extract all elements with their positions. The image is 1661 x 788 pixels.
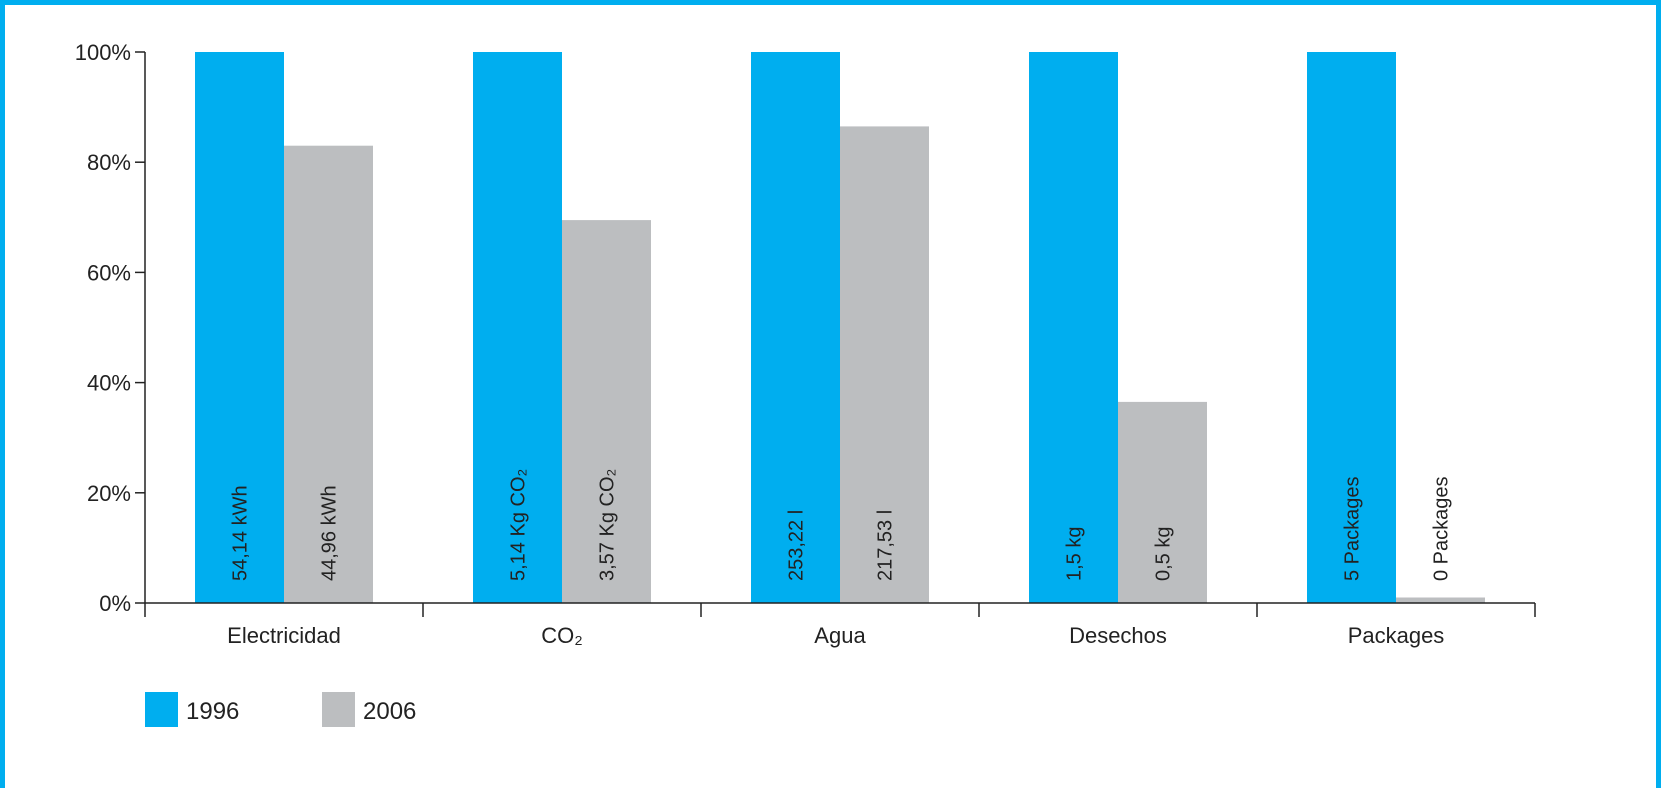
legend: 1996 2006 <box>145 692 416 727</box>
bar-label-2006-3: 0,5 kg <box>1153 527 1175 581</box>
y-tick-label-1: 20% <box>87 481 131 506</box>
bar-label-1996-4: 5 Packages <box>1342 476 1364 581</box>
bar-label-2006-1: 3,57 Kg CO₂ <box>597 469 619 581</box>
bar-label-1996-2: 253,22 l <box>786 510 808 581</box>
x-category-label-1: CO₂ <box>541 623 583 648</box>
x-category-label-3: Desechos <box>1069 623 1167 648</box>
bar-2006-2 <box>840 126 929 604</box>
bar-label-1996-0: 54,14 kWh <box>230 485 252 581</box>
bar-1996-4 <box>1307 52 1396 603</box>
bar-label-2006-2: 217,53 l <box>875 510 897 581</box>
bar-2006-1 <box>562 220 651 603</box>
bar-2006-3 <box>1118 401 1207 603</box>
bar-label-1996-3: 1,5 kg <box>1064 527 1086 581</box>
y-tick-label-3: 60% <box>87 260 131 285</box>
legend-swatch-1996 <box>145 692 178 727</box>
bar-label-2006-0: 44,96 kWh <box>319 485 341 581</box>
bar-1996-1 <box>473 52 562 603</box>
y-tick-label-5: 100% <box>75 40 131 65</box>
bar-2006-4 <box>1396 597 1485 603</box>
x-category-label-2: Agua <box>814 623 866 648</box>
bar-1996-2 <box>751 52 840 603</box>
legend-label-1996: 1996 <box>186 698 239 725</box>
y-tick-label-0: 0% <box>99 591 131 616</box>
x-category-label-0: Electricidad <box>227 623 341 648</box>
axes-group: 0% 20% 40% 60% 80% 100% Electricidad CO₂ Agua Des… <box>75 40 1536 648</box>
y-tick-label-4: 80% <box>87 150 131 175</box>
bar-1996-0 <box>195 52 284 603</box>
legend-label-2006: 2006 <box>363 698 416 725</box>
bar-label-2006-4: 0 Packages <box>1431 476 1453 581</box>
legend-swatch-2006 <box>322 692 355 727</box>
x-category-label-4: Packages <box>1348 623 1445 648</box>
bar-label-1996-1: 5,14 Kg CO₂ <box>508 469 530 581</box>
bar-2006-0 <box>284 145 373 603</box>
bars-group: 54,14 kWh 44,96 kWh 5,14 Kg CO₂ 3,57 Kg CO₂… <box>195 52 1485 604</box>
bar-1996-3 <box>1029 52 1118 603</box>
y-tick-label-2: 40% <box>87 371 131 396</box>
